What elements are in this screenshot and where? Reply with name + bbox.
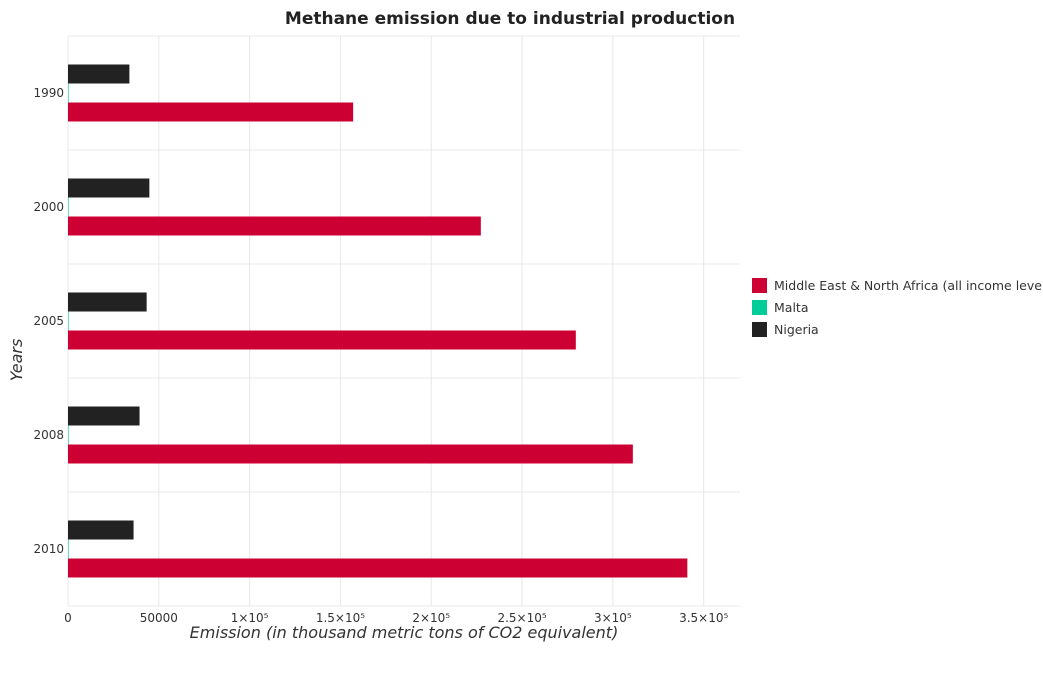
x-tick-label: 2.5×10⁵ bbox=[497, 611, 546, 625]
legend-label: Nigeria bbox=[774, 322, 819, 337]
y-tick-label: 2010 bbox=[33, 542, 64, 556]
bar-middle-east-north-africa-all-income-levels--2010 bbox=[68, 558, 688, 578]
bar-nigeria-2008 bbox=[68, 406, 140, 426]
bar-malta-2008 bbox=[68, 425, 69, 445]
legend-swatch bbox=[752, 278, 767, 293]
y-tick-label: 1990 bbox=[33, 86, 64, 100]
bar-malta-2000 bbox=[68, 197, 69, 217]
grid-layer bbox=[67, 35, 740, 607]
x-tick-label: 3.5×10⁵ bbox=[679, 611, 728, 625]
bar-malta-2010 bbox=[68, 539, 69, 559]
bar-nigeria-2000 bbox=[68, 178, 150, 198]
legend-swatch bbox=[752, 300, 767, 315]
x-tick-label: 3×10⁵ bbox=[594, 611, 632, 625]
bar-malta-1990 bbox=[68, 83, 69, 103]
x-tick-labels: 0 50000 1×10⁵ 1.5×10⁵ 2×10⁵ 2.5×10⁵ 3×10⁵ 3.5×1… bbox=[64, 611, 728, 625]
x-tick-label: 1.5×10⁵ bbox=[316, 611, 365, 625]
legend-label: Middle East & North Africa (all income l… bbox=[774, 278, 1043, 293]
y-tick-labels: 1990 2000 2005 2008 2010 bbox=[33, 86, 64, 556]
bar-middle-east-north-africa-all-income-levels--2005 bbox=[68, 330, 576, 350]
y-tick-label: 2008 bbox=[33, 428, 64, 442]
x-tick-label: 0 bbox=[64, 611, 72, 625]
bar-middle-east-north-africa-all-income-levels--2000 bbox=[68, 216, 481, 236]
bar-nigeria-2010 bbox=[68, 520, 134, 540]
y-axis-label: Years bbox=[7, 339, 26, 382]
bar-middle-east-north-africa-all-income-levels--2008 bbox=[68, 444, 633, 464]
legend-label: Malta bbox=[774, 300, 808, 315]
y-tick-label: 2005 bbox=[33, 314, 64, 328]
bar-middle-east-north-africa-all-income-levels--1990 bbox=[68, 102, 354, 122]
chart-title: Methane emission due to industrial produ… bbox=[285, 9, 735, 29]
bar-malta-2005 bbox=[68, 311, 69, 331]
y-tick-label: 2000 bbox=[33, 200, 64, 214]
x-tick-label: 2×10⁵ bbox=[412, 611, 450, 625]
bar-nigeria-1990 bbox=[68, 64, 130, 84]
bars-layer bbox=[68, 64, 688, 578]
legend-swatch bbox=[752, 322, 767, 337]
bar-nigeria-2005 bbox=[68, 292, 147, 312]
legend: Middle East & North Africa (all income l… bbox=[752, 278, 1043, 337]
x-axis-label: Emission (in thousand metric tons of CO2… bbox=[190, 623, 619, 642]
x-tick-label: 1×10⁵ bbox=[231, 611, 269, 625]
x-tick-label: 50000 bbox=[140, 611, 178, 625]
